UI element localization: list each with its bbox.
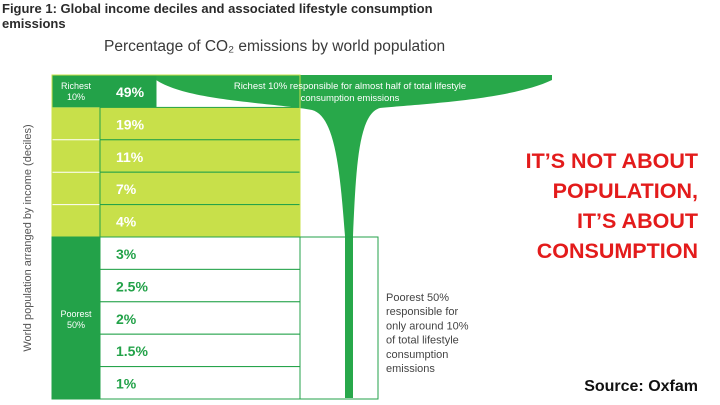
value-label: 4%	[116, 214, 137, 230]
poorest-note: Poorest 50%	[386, 292, 449, 304]
poorest-note: of total lifestyle	[386, 335, 459, 347]
richest-group-cell	[52, 75, 100, 108]
richest-label: Richest	[61, 81, 92, 91]
headline-line: IT’S NOT ABOUT	[525, 149, 698, 173]
value-label: 2%	[116, 311, 137, 327]
y-axis-label: World population arranged by income (dec…	[22, 124, 34, 351]
headline-line: POPULATION,	[552, 179, 698, 203]
chart-title: Percentage of CO₂ emissions by world pop…	[104, 38, 446, 55]
value-cell	[99, 106, 301, 141]
value-label: 1%	[116, 376, 137, 392]
value-label: 3%	[116, 246, 137, 262]
headline: IT’S NOT ABOUT POPULATION, IT’S ABOUT CO…	[526, 146, 698, 266]
value-label: 11%	[116, 149, 144, 165]
value-label: 19%	[116, 116, 145, 132]
richest-label: 10%	[67, 92, 85, 102]
lower-frame	[51, 236, 379, 400]
headline-line: IT’S ABOUT	[576, 209, 698, 233]
source-label: Source: Oxfam	[584, 378, 698, 395]
value-label: 49%	[116, 84, 145, 100]
poorest-label: 50%	[67, 320, 85, 330]
value-label: 7%	[116, 181, 137, 197]
value-cell	[99, 236, 301, 270]
poorest-label: Poorest	[60, 309, 92, 319]
value-label: 1.5%	[116, 343, 148, 359]
poorest-group-cell	[52, 237, 100, 399]
value-cell	[99, 301, 301, 335]
poorest-note: responsible for	[386, 306, 458, 318]
poorest-note: consumption	[386, 349, 448, 361]
poorest-note: only around 10%	[386, 320, 469, 332]
poorest-note: emissions	[386, 363, 435, 375]
figure-title: Figure 1: Global income deciles and asso…	[2, 1, 433, 31]
value-label: 2.5%	[116, 278, 148, 294]
richest-note: consumption emissions	[301, 93, 400, 104]
value-cell	[99, 366, 301, 400]
richest-note: Richest 10% responsible for almost half …	[234, 81, 466, 92]
value-cell	[99, 333, 301, 368]
headline-line: CONSUMPTION	[536, 239, 698, 263]
